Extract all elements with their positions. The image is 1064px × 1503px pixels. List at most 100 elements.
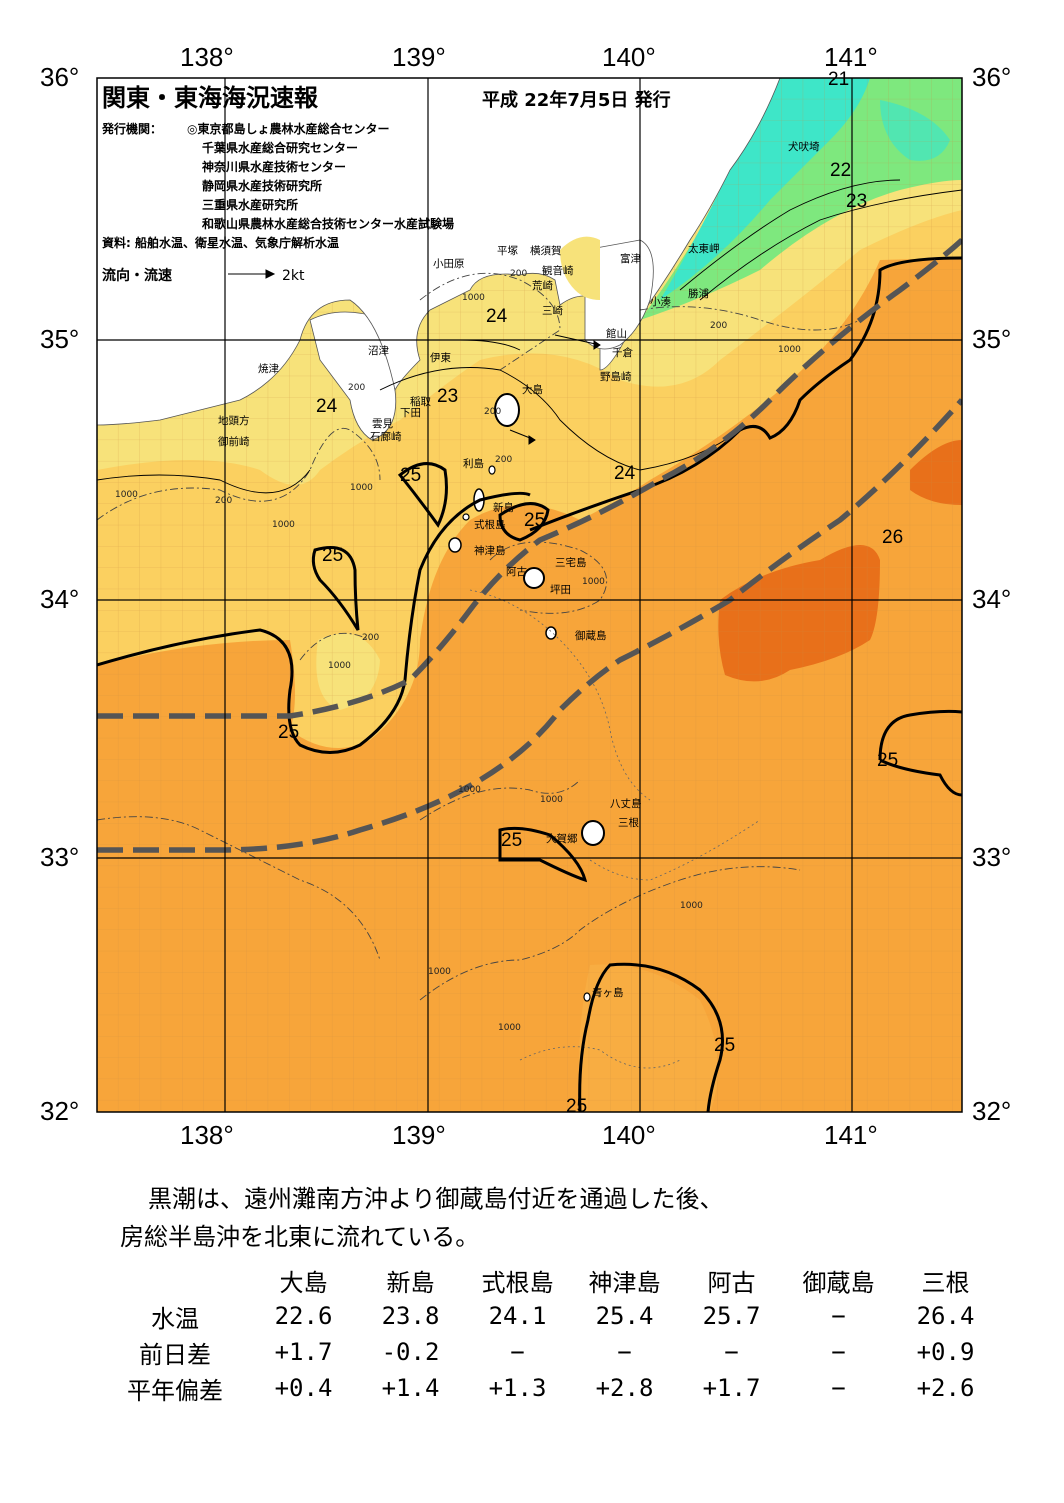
- svg-text:1000: 1000: [582, 577, 605, 587]
- lat-label-right-32: 32°: [972, 1096, 1011, 1126]
- label-tateyama: 館山: [606, 327, 627, 340]
- summary-text: 黒潮は、遠州灘南方沖より御蔵島付近を通過した後、 房総半島沖を北東に流れている。: [120, 1180, 940, 1256]
- station-header: 阿古: [707, 1268, 756, 1297]
- lon-label-top-138: 138°: [180, 42, 234, 72]
- hachijojima-island: [581, 820, 605, 846]
- label-arasaki: 荒崎: [532, 279, 553, 292]
- label-katsuura: 勝浦: [688, 287, 709, 300]
- lon-label-top-140: 140°: [602, 42, 656, 72]
- current-legend-label: 流向・流速: [102, 267, 172, 284]
- svg-text:1000: 1000: [540, 795, 563, 805]
- svg-text:1000: 1000: [328, 661, 351, 671]
- data-sources: 資料: 船舶水温、衛星水温、気象庁解析水温: [102, 235, 339, 250]
- label-kominato: 小湊: [650, 295, 671, 308]
- lon-label-top-141: 141°: [824, 42, 878, 72]
- table-cell: +2.6: [916, 1374, 975, 1402]
- lat-label-left-34: 34°: [40, 584, 79, 614]
- table-row: 前日差 +1.7 -0.2 − − − − +0.9: [100, 1334, 999, 1370]
- issuers-label: 発行機関：: [101, 121, 162, 136]
- svg-text:200: 200: [215, 496, 232, 506]
- lon-label-bottom-138: 138°: [180, 1120, 234, 1150]
- current-scale-label: 2kt: [282, 268, 305, 284]
- label-hiratsuka: 平塚: [497, 245, 518, 257]
- lon-label-bottom-140: 140°: [602, 1120, 656, 1150]
- label-tsubota: 坪田: [550, 583, 571, 596]
- iso-label-23-ne: 23: [846, 191, 867, 212]
- label-toshima: 利島: [463, 457, 484, 470]
- svg-text:1000: 1000: [462, 293, 485, 303]
- label-oshima: 大島: [522, 383, 543, 396]
- label-yokosuka: 横須賀: [530, 244, 562, 257]
- iso-label-24-west: 24: [316, 396, 338, 417]
- summary-line-1: 黒潮は、遠州灘南方沖より御蔵島付近を通過した後、: [148, 1185, 724, 1213]
- label-taitomisaki: 太東岬: [688, 242, 720, 255]
- current-scale-arrow: [228, 269, 276, 279]
- label-mitsune: 三根: [618, 816, 639, 829]
- station-header: 式根島: [481, 1268, 554, 1297]
- svg-text:1000: 1000: [458, 785, 481, 795]
- svg-text:200: 200: [495, 455, 512, 465]
- isotherm-labels: 21 22 23 24 24 23 24 25 25 25 26 25 25 2…: [278, 69, 903, 1117]
- table-cell: +0.4: [274, 1374, 333, 1402]
- label-kumomi: 雲見: [372, 418, 393, 430]
- table-cell: −: [510, 1338, 525, 1366]
- label-yaizu: 焼津: [258, 363, 279, 375]
- lon-label-bottom-141: 141°: [824, 1120, 878, 1150]
- table-cell: 26.4: [916, 1302, 975, 1330]
- iso-label-24-east: 24: [614, 463, 636, 484]
- table-cell: −: [831, 1302, 846, 1330]
- mikurajima-island: [545, 626, 557, 640]
- iso-label-25-c: 25: [322, 545, 343, 566]
- lat-label-left-32: 32°: [40, 1096, 79, 1126]
- label-inubosaki: 犬吠埼: [788, 140, 820, 153]
- lon-label-top-139: 139°: [392, 42, 446, 72]
- issuer-2: 神奈川県水産技術センター: [202, 159, 346, 174]
- issuer-4: 三重県水産研究所: [202, 197, 298, 212]
- lat-label-right-36: 36°: [972, 62, 1011, 92]
- issuer-1: 千葉県水産総合研究センター: [202, 140, 358, 155]
- issuer-5: 和歌山県農林水産総合技術センター水産試験場: [201, 216, 454, 231]
- miyakejima-island: [523, 567, 545, 589]
- tokyo-bay: [560, 236, 600, 300]
- table-cell: −: [831, 1374, 846, 1402]
- toshima-island: [488, 465, 496, 475]
- lat-label-right-35: 35°: [972, 324, 1011, 354]
- svg-text:200: 200: [510, 269, 527, 279]
- svg-text:200: 200: [710, 321, 727, 331]
- iso-label-24-izu: 24: [486, 306, 508, 327]
- summary-line-2: 房総半島沖を北東に流れている。: [120, 1223, 480, 1251]
- label-nojimazaki: 野島崎: [600, 370, 632, 383]
- kozushima-island: [448, 537, 462, 553]
- label-shikinejima: 式根島: [474, 518, 506, 531]
- table-cell: −: [831, 1338, 846, 1366]
- kuroshio-axis: [97, 237, 962, 853]
- label-ako: 阿古: [506, 565, 527, 578]
- label-misaki: 三崎: [542, 304, 563, 317]
- svg-text:200: 200: [484, 407, 501, 417]
- place-labels: 小田原 平塚 横須賀 観音崎 荒崎 三崎 富津 館山 千倉 野島崎 犬吠埼 太東…: [218, 140, 820, 999]
- label-miyakejima: 三宅島: [555, 556, 587, 569]
- station-header: 三根: [921, 1268, 970, 1297]
- lat-label-left-33: 33°: [40, 842, 79, 872]
- table-cell: 24.1: [488, 1302, 547, 1330]
- oshima-island: [494, 393, 520, 427]
- aogashima-island: [583, 992, 591, 1002]
- lat-label-right-34: 34°: [972, 584, 1011, 614]
- table-row: 平年偏差 +0.4 +1.4 +1.3 +2.8 +1.7 − +2.6: [100, 1370, 999, 1406]
- table-cell: 25.7: [702, 1302, 761, 1330]
- row-label: 前日差: [139, 1340, 211, 1369]
- iso-label-25-e: 25: [877, 750, 898, 771]
- svg-text:200: 200: [362, 633, 379, 643]
- station-header: 大島: [279, 1268, 328, 1297]
- label-okago: 大賀郷: [546, 832, 578, 845]
- svg-text:1000: 1000: [778, 345, 801, 355]
- station-header: 新島: [386, 1268, 435, 1297]
- table-cell: 23.8: [381, 1302, 440, 1330]
- label-kozushima: 神津島: [474, 544, 506, 557]
- table-cell: +0.9: [916, 1338, 975, 1366]
- label-ito: 伊東: [430, 351, 451, 364]
- table-cell: −: [724, 1338, 739, 1366]
- label-numazu: 沼津: [368, 344, 389, 357]
- table-cell: −: [617, 1338, 632, 1366]
- table-cell: +1.3: [488, 1374, 547, 1402]
